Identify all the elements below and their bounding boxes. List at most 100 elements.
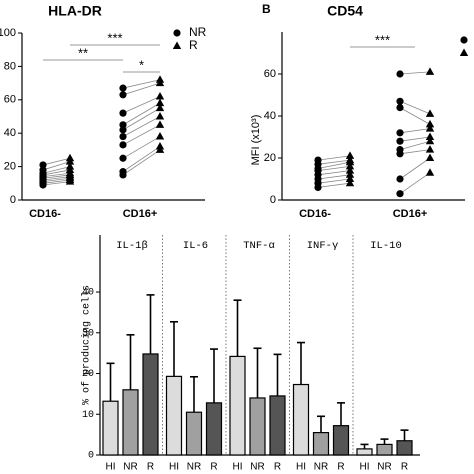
annotation: *	[139, 57, 144, 72]
pair-line	[42, 177, 71, 183]
y-tick-label: 0	[88, 451, 94, 462]
panel-title: CD54	[327, 3, 363, 19]
pair-line	[399, 149, 431, 155]
bar	[332, 425, 350, 456]
pair-line	[317, 166, 351, 171]
y-tick-label: 0	[270, 194, 276, 206]
triangle	[345, 161, 355, 170]
y-tick-label: 40	[264, 110, 276, 122]
pair-line	[399, 71, 431, 75]
group-label: IL-6	[183, 240, 208, 252]
dot	[396, 129, 404, 137]
pair-line	[317, 170, 351, 176]
pair-line	[317, 161, 351, 169]
dot	[314, 183, 322, 191]
triangle	[155, 112, 165, 120]
y-tick-label: 10	[82, 410, 94, 421]
dot	[119, 84, 127, 92]
x-tick-label: CD16+	[123, 208, 158, 220]
pair-line	[317, 182, 351, 188]
pair-line	[399, 172, 431, 195]
x-tick-label: CD16+	[393, 208, 428, 220]
triangle	[425, 153, 435, 161]
y-tick-label: 60	[264, 68, 276, 80]
triangle	[345, 166, 355, 174]
annotation: ***	[375, 32, 390, 47]
pair-line	[122, 107, 161, 131]
dot	[119, 126, 127, 134]
x-tick-label: NR	[250, 462, 264, 473]
group-label: TNF-α	[243, 240, 275, 252]
pair-line	[317, 155, 351, 161]
dot	[396, 104, 404, 112]
x-tick-label: NR	[377, 462, 391, 473]
triangle	[425, 136, 435, 145]
pair-line	[399, 157, 431, 180]
triangle	[65, 177, 75, 185]
pair-line	[122, 149, 161, 176]
pair-line	[42, 181, 71, 186]
triangle	[155, 98, 165, 107]
triangle	[425, 124, 435, 132]
legend-label: NR	[189, 25, 207, 39]
x-tick-label: NR	[314, 462, 328, 473]
pair-line	[42, 166, 71, 174]
pair-line	[122, 96, 161, 114]
pair-line	[42, 169, 71, 176]
y-tick-label: 40	[82, 288, 94, 299]
triangle	[425, 168, 435, 176]
dot	[460, 36, 468, 44]
dot	[119, 154, 127, 162]
bar	[102, 400, 119, 456]
dot	[119, 109, 127, 117]
pair-line	[42, 174, 71, 179]
bar	[205, 402, 223, 456]
pair-line	[399, 136, 431, 142]
dot	[396, 190, 404, 198]
pair-line	[122, 136, 161, 159]
triangle	[425, 109, 435, 117]
pair-line	[122, 146, 161, 172]
y-axis-label: MFI (x10³)	[250, 115, 262, 166]
pair-line	[42, 179, 71, 184]
pair-line	[317, 178, 351, 184]
y-tick-label: 100	[0, 27, 16, 39]
triangle	[155, 103, 165, 112]
triangle	[425, 145, 435, 153]
x-tick-label: NR	[123, 462, 137, 473]
annotation: ***	[107, 30, 122, 45]
triangle	[155, 120, 165, 128]
bar	[165, 375, 183, 456]
dot	[119, 141, 127, 149]
y-tick-label: 30	[82, 328, 94, 339]
pair-line	[42, 172, 71, 178]
dot	[119, 171, 127, 179]
pair-line	[42, 176, 71, 181]
triangle	[345, 170, 355, 178]
bar	[356, 448, 373, 456]
triangle	[65, 157, 75, 165]
triangle	[155, 91, 165, 100]
pair-line	[399, 140, 431, 150]
pair-line	[122, 82, 161, 96]
dot	[396, 150, 404, 158]
dot	[173, 29, 181, 37]
y-tick-label: 60	[4, 94, 16, 106]
pair-line	[399, 128, 431, 134]
dot	[396, 137, 404, 145]
pair-line	[317, 159, 351, 165]
x-tick-label: CD16-	[29, 208, 61, 220]
y-tick-label: 20	[264, 152, 276, 164]
bar	[185, 411, 203, 456]
y-axis-label: % of producing cells	[81, 285, 93, 405]
x-tick-label: HI	[296, 462, 306, 473]
annotation: **	[78, 45, 88, 60]
x-tick-label: NR	[187, 462, 201, 473]
bar	[229, 355, 246, 456]
legend-label: R	[189, 38, 198, 52]
x-tick-label: R	[401, 462, 408, 473]
bar	[142, 353, 159, 456]
pair-line	[122, 79, 161, 89]
